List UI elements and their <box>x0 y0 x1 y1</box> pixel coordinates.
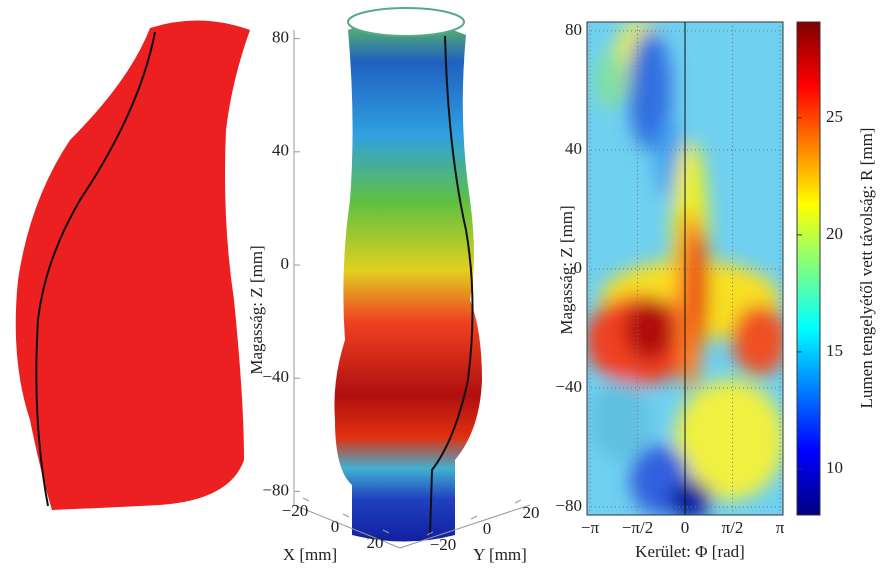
y-tick-label: −20 <box>430 535 457 554</box>
colorbar-tick-label: 20 <box>826 224 843 243</box>
vessel-colored <box>334 20 482 541</box>
vessel-top <box>348 8 464 36</box>
tick-mark <box>471 516 477 519</box>
y-axis-label: Y [mm] <box>473 545 527 564</box>
y-tick-label: 0 <box>483 519 492 538</box>
colorbar <box>797 22 820 515</box>
x-axis-label: X [mm] <box>283 545 337 564</box>
x-tick-label: −20 <box>282 501 309 520</box>
colorbar-label: Lumen tengelyétől vett távolság: R [mm] <box>857 128 876 409</box>
x-tick-label: −π/2 <box>622 518 653 537</box>
y-tick-label: 80 <box>565 20 582 39</box>
z-tick-label: −80 <box>262 480 289 499</box>
x-tick-label: π/2 <box>722 518 744 537</box>
colorbar-tick-label: 15 <box>826 341 843 360</box>
z-tick-label: 40 <box>272 141 289 160</box>
x-tick-label: π <box>776 518 785 537</box>
z-tick-label: −40 <box>262 367 289 386</box>
tick-mark <box>515 500 521 503</box>
y-tick-label: −80 <box>555 496 582 515</box>
z-tick-label: 80 <box>272 28 289 47</box>
x-tick-label: 0 <box>681 518 690 537</box>
x-tick-label: 0 <box>331 517 340 536</box>
y-tick-label: 40 <box>565 139 582 158</box>
figure: Magasság: Z [mm] X [mm] Y [mm] Magasság:… <box>0 0 883 570</box>
contour-map <box>585 20 788 520</box>
z-tick-label: 0 <box>281 254 290 273</box>
x-tick-label: 20 <box>367 533 384 552</box>
y-tick-label: −40 <box>555 377 582 396</box>
tick-mark <box>343 514 349 517</box>
colorbar-tick-label: 10 <box>826 458 843 477</box>
y-tick-label: 20 <box>523 503 540 522</box>
x-tick-label: −π <box>581 518 600 537</box>
y-axis-label: Magasság: Z [mm] <box>247 245 266 374</box>
x-axis-label: Kerület: Φ [rad] <box>635 542 745 561</box>
y-tick-label: 0 <box>574 258 583 277</box>
colorbar-tick-label: 25 <box>826 107 843 126</box>
